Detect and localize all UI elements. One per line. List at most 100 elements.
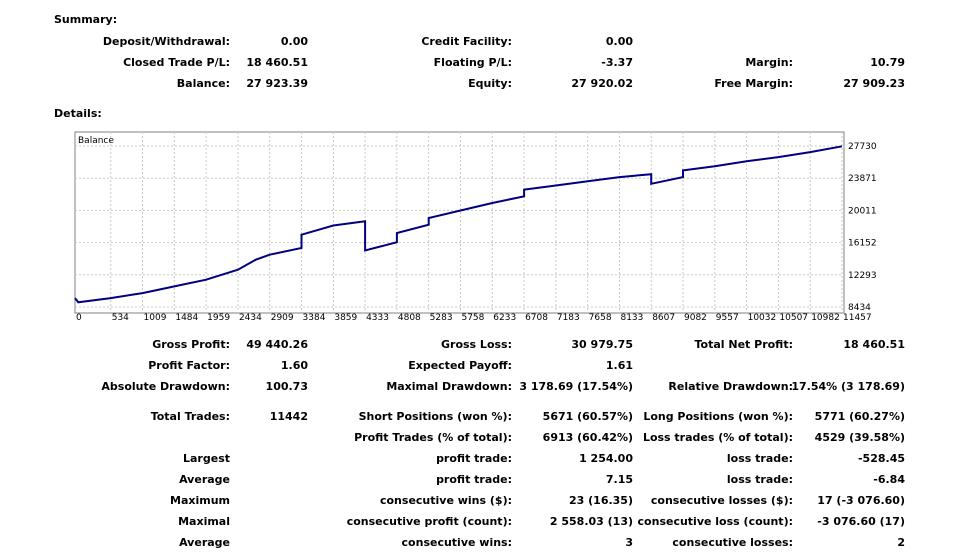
- x-tick-label: 1959: [207, 313, 230, 321]
- summary-value-r2-c2: 27 909.23: [843, 77, 905, 90]
- x-tick-label: 0: [76, 313, 82, 321]
- y-tick-label: 12293: [848, 271, 877, 281]
- details-label-r4-c1: Profit Trades (% of total):: [354, 431, 512, 444]
- x-tick-label: 10507: [779, 313, 808, 321]
- details-value-r6-c1: 7.15: [605, 473, 633, 486]
- summary-label-r0-c1: Credit Facility:: [421, 35, 512, 48]
- details-value-r8-c1: 2 558.03 (13): [549, 515, 633, 528]
- details-value-r2-c1: 3 178.69 (17.54%): [519, 380, 633, 393]
- summary-label-r2-c2: Free Margin:: [714, 77, 793, 90]
- details-label-r6-c2: loss trade:: [726, 473, 793, 486]
- x-tick-label: 2434: [239, 313, 262, 321]
- x-tick-label: 7183: [557, 313, 580, 321]
- details-value-r3-c2: 5771 (60.27%): [814, 410, 905, 423]
- x-tick-label: 1009: [144, 313, 167, 321]
- details-value-r5-c1: 1 254.00: [579, 452, 633, 465]
- x-tick-label: 6708: [525, 313, 548, 321]
- details-label-r9-c1: consecutive wins:: [401, 536, 512, 549]
- x-tick-label: 2909: [271, 313, 294, 321]
- summary-value-r1-c0: 18 460.51: [246, 56, 308, 69]
- details-label-r6-c0: Average: [179, 473, 230, 486]
- details-label-r1-c0: Profit Factor:: [148, 359, 230, 372]
- summary-value-r2-c1: 27 920.02: [571, 77, 633, 90]
- x-tick-label: 7658: [589, 313, 612, 321]
- details-label-r0-c2: Total Net Profit:: [694, 338, 794, 351]
- details-label-r2-c1: Maximal Drawdown:: [386, 380, 512, 393]
- summary-value-r1-c1: -3.37: [601, 56, 633, 69]
- summary-label-r2-c0: Balance:: [176, 77, 230, 90]
- details-label-r5-c2: loss trade:: [726, 452, 793, 465]
- x-tick-label: 9557: [716, 313, 739, 321]
- details-label-r1-c1: Expected Payoff:: [408, 359, 512, 372]
- details-value-r3-c1: 5671 (60.57%): [542, 410, 633, 423]
- details-value-r8-c2: -3 076.60 (17): [817, 515, 905, 528]
- x-tick-label: 10982: [811, 313, 840, 321]
- x-tick-label: 5283: [430, 313, 453, 321]
- x-tick-label: 3384: [303, 313, 326, 321]
- details-label-r0-c0: Gross Profit:: [152, 338, 230, 351]
- details-label-r8-c2: consecutive loss (count):: [637, 515, 793, 528]
- summary-label-r2-c1: Equity:: [468, 77, 512, 90]
- details-label-r8-c0: Maximal: [178, 515, 230, 528]
- x-tick-label: 11457: [843, 313, 872, 321]
- x-tick-label: 534: [112, 313, 129, 321]
- details-label-r7-c1: consecutive wins ($):: [379, 494, 512, 507]
- details-value-r6-c2: -6.84: [873, 473, 905, 486]
- details-value-r9-c1: 3: [625, 536, 633, 549]
- details-label-r3-c1: Short Positions (won %):: [358, 410, 512, 423]
- details-label-r6-c1: profit trade:: [436, 473, 512, 486]
- y-tick-label: 23871: [848, 174, 877, 184]
- summary-value-r0-c1: 0.00: [605, 35, 633, 48]
- details-label-r5-c0: Largest: [183, 452, 230, 465]
- details-label-r9-c0: Average: [179, 536, 230, 549]
- details-value-r2-c0: 100.73: [265, 380, 308, 393]
- details-label-r4-c2: Loss trades (% of total):: [642, 431, 793, 444]
- balance-chart: 0 534 1009 1484 1959 2434 2909 3384 3859 4333 4808…: [74, 131, 877, 321]
- details-label-r0-c1: Gross Loss:: [441, 338, 512, 351]
- x-tick-label: 6233: [493, 313, 516, 321]
- summary-value-r1-c2: 10.79: [870, 56, 905, 69]
- details-value-r1-c0: 1.60: [280, 359, 308, 372]
- summary-label-r1-c2: Margin:: [745, 56, 793, 69]
- y-tick-label: 16152: [848, 239, 877, 249]
- series-line-balance: [74, 145, 843, 304]
- details-value-r2-c2: 17.54% (3 178.69): [791, 380, 905, 393]
- details-value-r4-c1: 6913 (60.42%): [542, 431, 633, 444]
- details-label-r5-c1: profit trade:: [436, 452, 512, 465]
- x-tick-label: 8607: [652, 313, 675, 321]
- summary-value-r0-c0: 0.00: [280, 35, 308, 48]
- details-value-r7-c1: 23 (16.35): [569, 494, 633, 507]
- details-value-r0-c2: 18 460.51: [843, 338, 905, 351]
- details-label-r2-c0: Absolute Drawdown:: [101, 380, 230, 393]
- summary-title: Summary:: [54, 13, 118, 26]
- details-value-r1-c1: 1.61: [605, 359, 633, 372]
- details-value-r0-c0: 49 440.26: [246, 338, 308, 351]
- summary-label-r1-c0: Closed Trade P/L:: [123, 56, 230, 69]
- details-title: Details:: [54, 107, 102, 120]
- summary-label-r0-c0: Deposit/Withdrawal:: [102, 35, 230, 48]
- x-tick-label: 4333: [366, 313, 389, 321]
- y-tick-label: 8434: [848, 303, 871, 313]
- details-label-r8-c1: consecutive profit (count):: [346, 515, 512, 528]
- chart-frame: [74, 131, 845, 314]
- details-label-r7-c0: Maximum: [170, 494, 230, 507]
- x-tick-label: 8133: [620, 313, 643, 321]
- y-tick-label: 20011: [848, 206, 877, 216]
- details-value-r5-c2: -528.45: [857, 452, 905, 465]
- details-value-r0-c1: 30 979.75: [571, 338, 633, 351]
- x-tick-label: 10032: [748, 313, 777, 321]
- details-label-r3-c0: Total Trades:: [150, 410, 230, 423]
- details-value-r9-c2: 2: [897, 536, 905, 549]
- details-value-r3-c0: 11442: [269, 410, 308, 423]
- y-tick-label: 27730: [848, 142, 877, 152]
- details-label-r3-c2: Long Positions (won %):: [643, 410, 793, 423]
- details-value-r4-c2: 4529 (39.58%): [814, 431, 905, 444]
- x-tick-label: 1484: [175, 313, 198, 321]
- details-label-r2-c2: Relative Drawdown:: [668, 380, 793, 393]
- x-tick-label: 3859: [334, 313, 357, 321]
- chart-title: Balance: [78, 136, 114, 146]
- x-tick-label: 4808: [398, 313, 421, 321]
- details-label-r7-c2: consecutive losses ($):: [650, 494, 793, 507]
- x-tick-label: 5758: [461, 313, 484, 321]
- summary-value-r2-c0: 27 923.39: [246, 77, 308, 90]
